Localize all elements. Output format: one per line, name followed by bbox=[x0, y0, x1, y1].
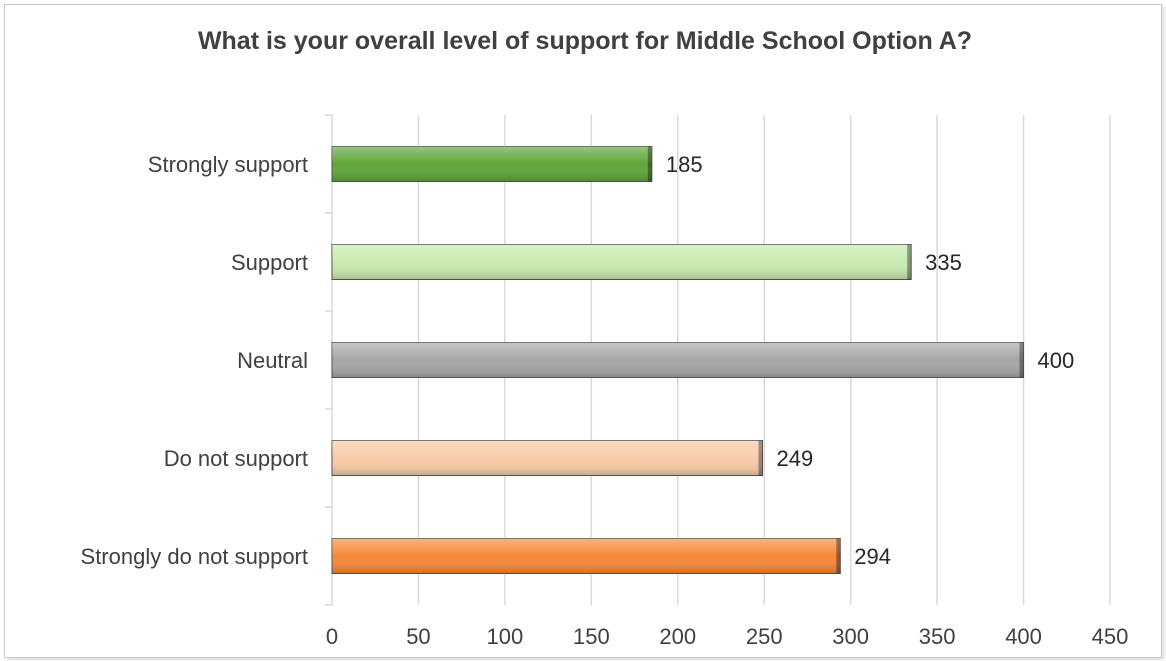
bar-shading bbox=[332, 146, 652, 182]
labels: 0 50 100 150 200 250 300 350 400 450 Strongly supp… bbox=[81, 152, 1129, 649]
bar-end-bevel bbox=[836, 538, 841, 574]
bar-end-bevel bbox=[647, 146, 652, 182]
x-tick-label: 0 bbox=[326, 624, 338, 649]
category-label: Support bbox=[231, 250, 308, 275]
data-label: 185 bbox=[666, 152, 703, 177]
category-label: Do not support bbox=[164, 446, 308, 471]
x-tick-label: 300 bbox=[832, 624, 869, 649]
category-label: Neutral bbox=[237, 348, 308, 373]
data-label: 294 bbox=[854, 544, 891, 569]
x-tick-label: 250 bbox=[746, 624, 783, 649]
category-label: Strongly do not support bbox=[81, 544, 308, 569]
bar-end-bevel bbox=[1019, 342, 1024, 378]
x-tick-label: 450 bbox=[1092, 624, 1129, 649]
x-tick-label: 350 bbox=[919, 624, 956, 649]
x-tick-label: 400 bbox=[1005, 624, 1042, 649]
axes bbox=[325, 114, 333, 606]
data-label: 335 bbox=[925, 250, 962, 275]
data-label: 249 bbox=[776, 446, 813, 471]
chart-title: What is your overall level of support fo… bbox=[197, 27, 973, 55]
category-label: Strongly support bbox=[148, 152, 308, 177]
bar-end-bevel bbox=[758, 440, 763, 476]
x-tick-label: 150 bbox=[573, 624, 610, 649]
bars bbox=[331, 146, 1025, 574]
bar-shading bbox=[332, 342, 1024, 378]
x-tick-label: 50 bbox=[406, 624, 430, 649]
x-tick-label: 200 bbox=[659, 624, 696, 649]
x-tick-label: 100 bbox=[487, 624, 524, 649]
bar-end-bevel bbox=[907, 244, 912, 280]
bar-shading bbox=[332, 244, 912, 280]
bar-shading bbox=[332, 538, 841, 574]
data-label: 400 bbox=[1038, 348, 1075, 373]
bar-shading bbox=[332, 440, 763, 476]
